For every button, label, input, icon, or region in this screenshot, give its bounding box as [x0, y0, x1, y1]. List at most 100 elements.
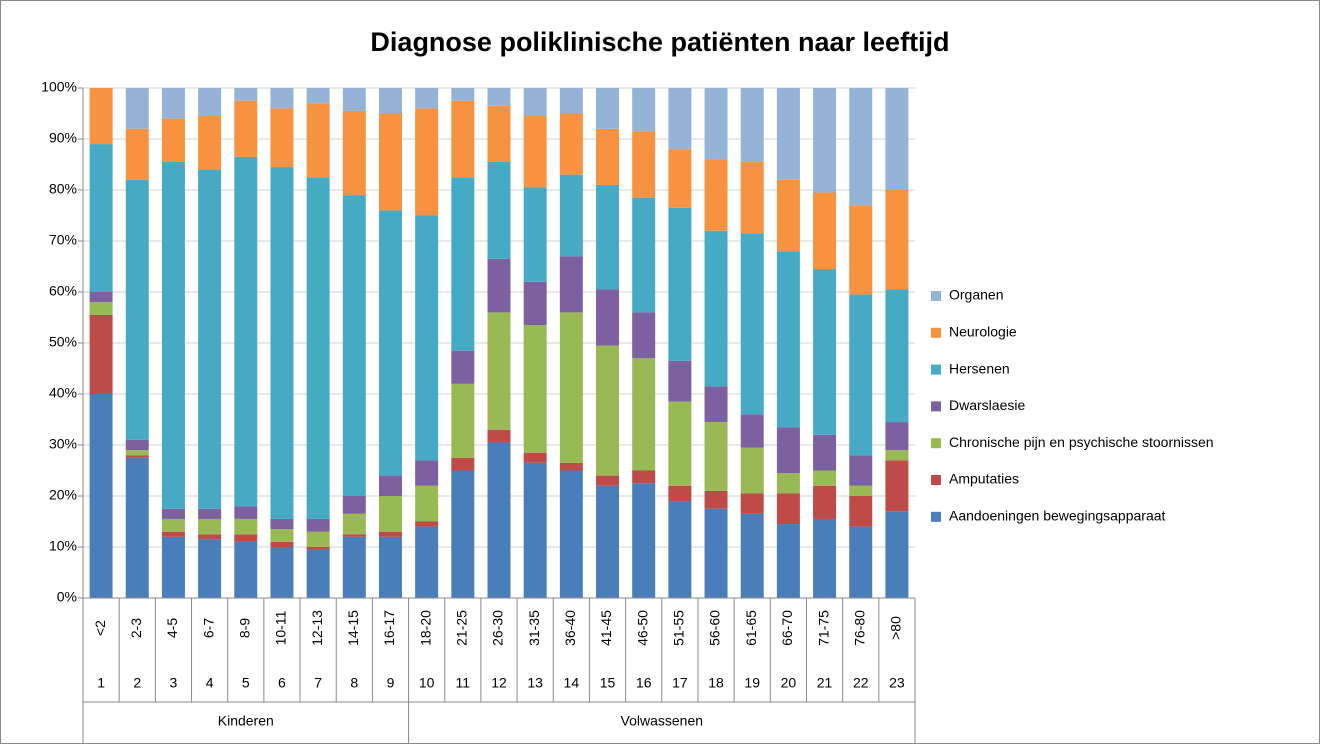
- bar-segment: [559, 462, 583, 471]
- legend-swatch: [931, 401, 941, 412]
- bar-segment: [849, 88, 873, 206]
- bar-segment: [342, 513, 366, 535]
- bar-segment: [596, 345, 620, 476]
- bar-segment: [234, 541, 258, 598]
- bar-segment: [813, 434, 837, 471]
- bar-segment: [378, 113, 402, 211]
- bar-segment: [849, 496, 873, 527]
- x-tick-label: 2-3: [128, 618, 144, 638]
- bar-segment: [596, 475, 620, 486]
- bar-segment: [740, 233, 764, 415]
- bar-segment: [306, 547, 330, 550]
- bar-segment: [668, 360, 692, 402]
- bar-segment: [668, 207, 692, 361]
- bar-segment: [306, 88, 330, 104]
- bar-segment: [270, 547, 294, 598]
- bar-segment: [378, 531, 402, 537]
- bar-segment: [415, 215, 439, 461]
- bar-segment: [523, 452, 547, 463]
- bar-segment: [885, 289, 909, 423]
- bar-segment: [776, 88, 800, 180]
- bar-segment: [234, 506, 258, 519]
- bar-segment: [668, 88, 692, 150]
- bar-segment: [198, 539, 222, 598]
- bar-segment: [161, 88, 185, 119]
- bar-segment: [270, 529, 294, 542]
- bar-segment: [632, 88, 656, 132]
- bar-segment: [306, 531, 330, 547]
- x-tick-label: 16-17: [381, 610, 397, 646]
- y-tick-label: 80%: [49, 181, 77, 197]
- category-number: 2: [133, 675, 141, 691]
- category-number: 16: [636, 675, 652, 691]
- bar-segment: [342, 88, 366, 111]
- bar-segment: [89, 144, 113, 292]
- bar-segment: [306, 549, 330, 598]
- bar-segment: [161, 518, 185, 532]
- y-tick-label: 0%: [57, 589, 77, 605]
- bar-segment: [885, 190, 909, 290]
- bar-segment: [270, 518, 294, 530]
- bar-segment: [125, 457, 149, 598]
- y-tick-label: 70%: [49, 232, 77, 248]
- bar-segment: [125, 439, 149, 451]
- bar-segment: [596, 88, 620, 129]
- bar-segment: [415, 88, 439, 109]
- bar-segment: [125, 455, 149, 458]
- bar-segment: [198, 169, 222, 509]
- bar-segment: [776, 524, 800, 598]
- bar-segment: [849, 455, 873, 486]
- bar-segment: [885, 88, 909, 190]
- bar-segment: [487, 442, 511, 598]
- bar-segment: [523, 281, 547, 326]
- bar-segment: [415, 526, 439, 598]
- y-tick-label: 30%: [49, 436, 77, 452]
- legend-swatch: [931, 475, 941, 485]
- bar-segment: [161, 536, 185, 598]
- x-tick-label: 36-40: [562, 610, 578, 646]
- bar-segment: [378, 496, 402, 532]
- bar-segment: [776, 179, 800, 252]
- bar-segment: [559, 256, 583, 313]
- bar-segment: [378, 536, 402, 598]
- bar-segment: [451, 470, 475, 598]
- bar-segment: [234, 534, 258, 542]
- bar-segment: [704, 508, 728, 598]
- bar-segment: [234, 156, 258, 507]
- bar-segment: [342, 536, 366, 598]
- category-number: 10: [419, 675, 435, 691]
- category-number: 9: [387, 675, 395, 691]
- x-tick-label: 6-7: [200, 618, 216, 638]
- bar-segment: [487, 258, 511, 313]
- category-number: 14: [564, 675, 580, 691]
- bar-segment: [125, 128, 149, 180]
- bar-segment: [668, 501, 692, 598]
- bar-segment: [740, 493, 764, 514]
- category-number: 3: [170, 675, 178, 691]
- x-tick-label: <2: [92, 620, 108, 636]
- bar-segment: [813, 518, 837, 598]
- legend-label: Neurologie: [949, 324, 1017, 340]
- category-number: 18: [708, 675, 724, 691]
- y-tick-label: 40%: [49, 385, 77, 401]
- bar-segment: [523, 88, 547, 117]
- bar-segment: [161, 531, 185, 537]
- x-tick-label: 31-35: [526, 610, 542, 646]
- bar-segment: [125, 88, 149, 129]
- x-tick-label: 56-60: [707, 610, 723, 646]
- legend-swatch: [931, 438, 941, 449]
- bar-segment: [740, 513, 764, 598]
- x-tick-label: 12-13: [309, 610, 325, 646]
- category-number: 6: [278, 675, 286, 691]
- bar-segment: [270, 167, 294, 519]
- bar-segment: [415, 108, 439, 216]
- bar-segment: [668, 149, 692, 208]
- x-tick-label: 4-5: [164, 618, 180, 638]
- category-number: 22: [853, 675, 869, 691]
- category-number: 4: [206, 675, 214, 691]
- bar-segment: [776, 493, 800, 525]
- x-tick-label: 41-45: [598, 610, 614, 646]
- bar-segment: [451, 350, 475, 384]
- x-tick-label: 14-15: [345, 610, 361, 646]
